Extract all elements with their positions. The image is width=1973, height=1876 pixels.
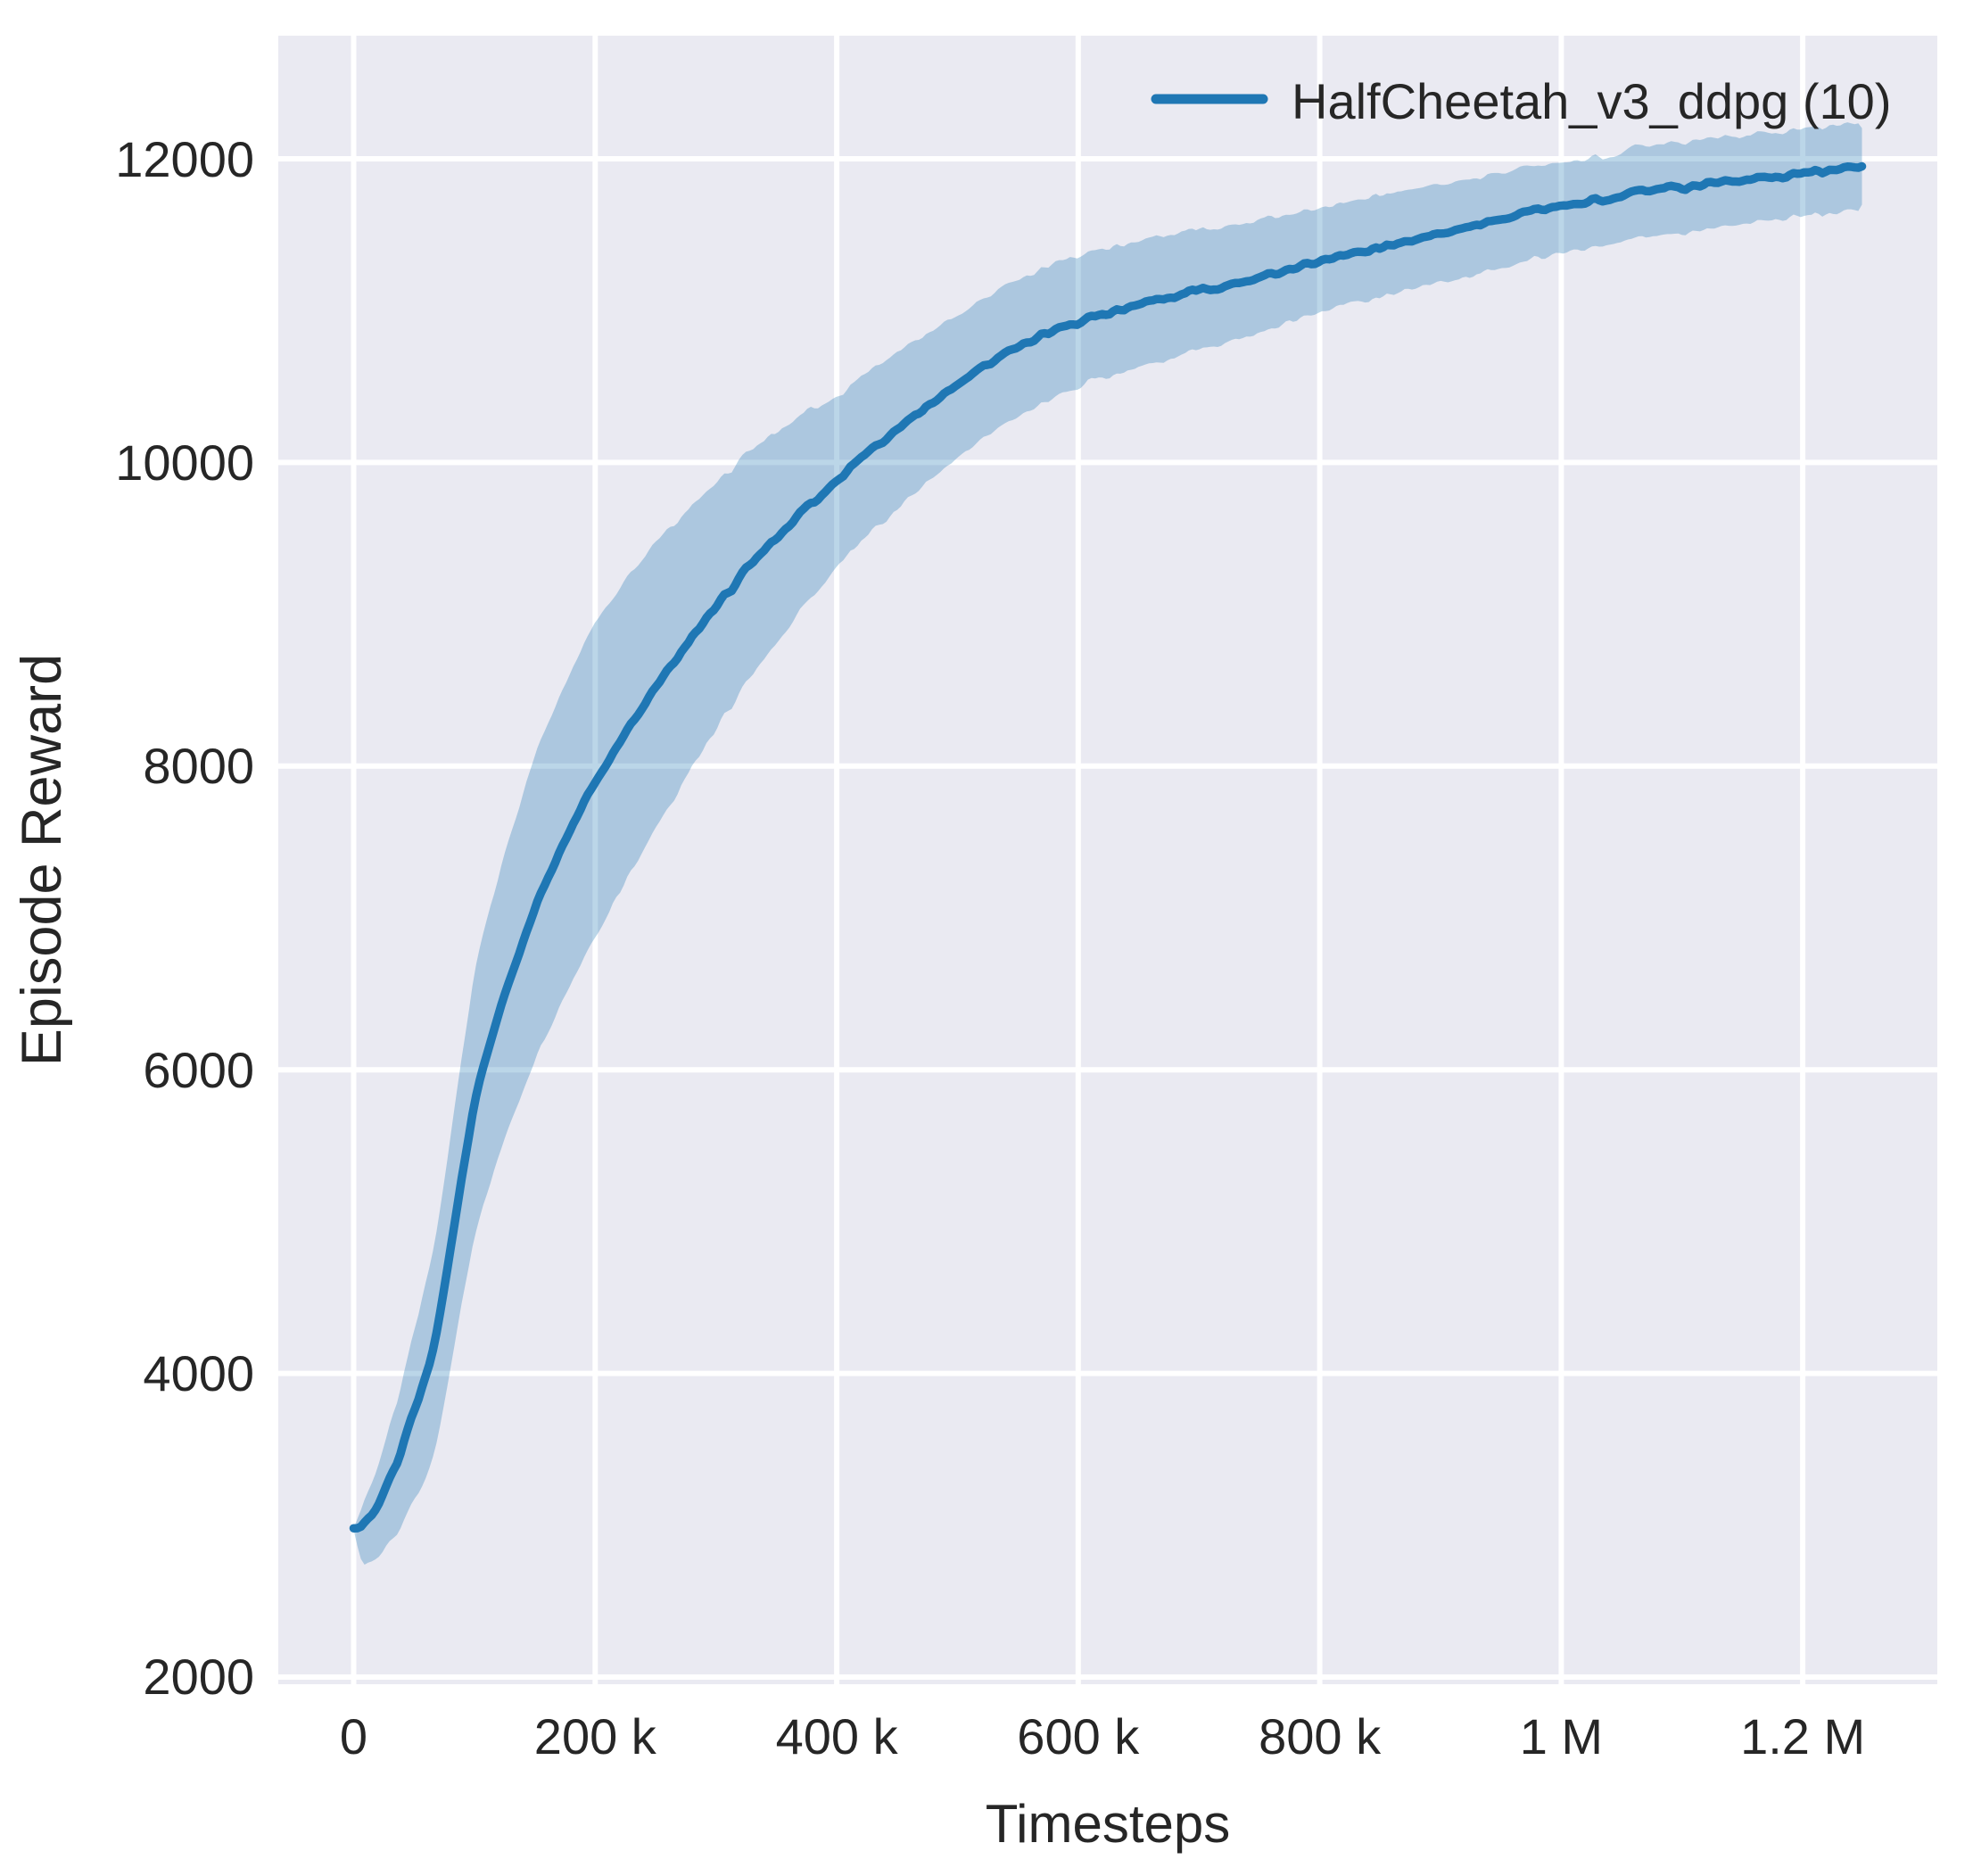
svg-text:800 k: 800 k <box>1259 1708 1382 1764</box>
svg-text:0: 0 <box>340 1708 367 1764</box>
svg-text:2000: 2000 <box>143 1649 254 1705</box>
svg-text:200 k: 200 k <box>534 1708 657 1764</box>
svg-text:HalfCheetah_v3_ddpg (10): HalfCheetah_v3_ddpg (10) <box>1292 73 1891 129</box>
svg-text:6000: 6000 <box>143 1042 254 1098</box>
svg-text:400 k: 400 k <box>776 1708 899 1764</box>
svg-text:Episode Reward: Episode Reward <box>11 654 73 1066</box>
svg-text:4000: 4000 <box>143 1345 254 1401</box>
svg-text:12000: 12000 <box>115 131 254 187</box>
svg-text:600 k: 600 k <box>1017 1708 1140 1764</box>
svg-text:Timesteps: Timesteps <box>986 1794 1231 1854</box>
svg-text:1 M: 1 M <box>1520 1708 1603 1764</box>
svg-text:1.2 M: 1.2 M <box>1740 1708 1865 1764</box>
svg-text:8000: 8000 <box>143 738 254 794</box>
svg-text:10000: 10000 <box>115 434 254 491</box>
